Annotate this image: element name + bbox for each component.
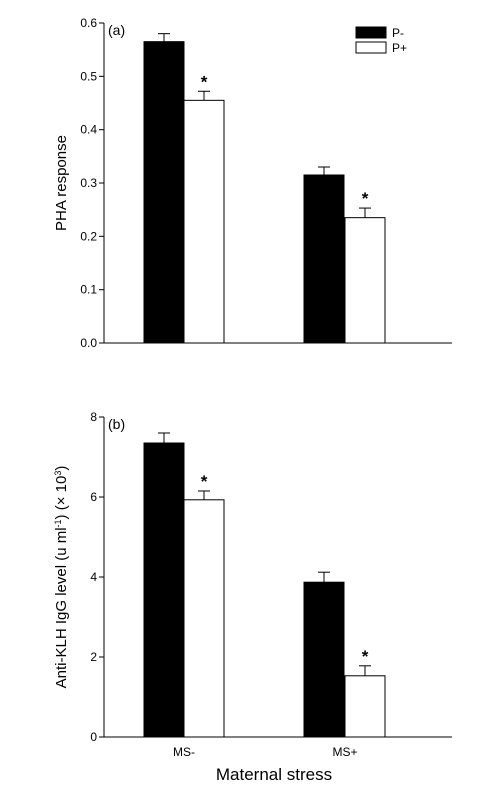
y-tick-label: 4	[90, 570, 97, 584]
y-tick-label: 6	[90, 490, 97, 504]
bar-P+-MS-	[183, 99, 225, 344]
legend-label: P+	[392, 41, 407, 55]
bar-P--MS-	[143, 41, 185, 344]
y-tick-label: 0.2	[80, 229, 97, 243]
x-axis-title: Maternal stress	[216, 765, 332, 784]
panel-a: 0.0 0.1 0.2 0.3 0.4 0.5 0.6 PHA response (a) * * P-…	[53, 16, 452, 350]
significance-star: *	[362, 189, 369, 208]
panel-label: (a)	[108, 22, 125, 38]
y-tick-label: 0.0	[80, 336, 97, 350]
legend-label: P-	[392, 26, 404, 40]
bar-P--MS+	[303, 174, 345, 344]
y-tick-label: 0.5	[80, 69, 97, 83]
legend-swatch-P-	[355, 26, 387, 39]
bar-P+-MS+	[344, 675, 386, 738]
y-tick-label: 2	[90, 650, 97, 664]
y-axis-title: PHA response	[53, 135, 70, 231]
bar-P--MS-	[143, 442, 185, 738]
panel-label: (b)	[108, 416, 125, 432]
y-axis-title-part: Anti-KLH IgG level (u ml	[53, 527, 70, 688]
x-tick-label: MS-	[173, 745, 195, 759]
significance-star: *	[362, 647, 369, 666]
y-axis-title-part: 3	[53, 471, 63, 476]
bar-P--MS+	[303, 581, 345, 738]
y-axis-title-part: )	[53, 466, 70, 471]
bar-P+-MS-	[183, 499, 225, 738]
y-tick-label: 0	[90, 730, 97, 744]
y-axis-title-part: -1	[53, 519, 63, 527]
panel-b: 0 2 4 6 8 Anti-KLH IgG level (u ml-1) (× 103)…	[53, 410, 452, 759]
bar-P+-MS+	[344, 217, 386, 344]
y-tick-label: 0.6	[80, 16, 97, 30]
y-tick-label: 8	[90, 410, 97, 424]
y-tick-label: 0.1	[80, 283, 97, 297]
y-axis-title-part: ) (× 10	[53, 476, 70, 520]
y-tick-label: 0.3	[80, 176, 97, 190]
legend-swatch-P+	[355, 41, 387, 54]
x-tick-label: MS+	[332, 745, 357, 759]
significance-star: *	[201, 72, 208, 91]
significance-star: *	[201, 472, 208, 491]
y-tick-label: 0.4	[80, 123, 97, 137]
y-axis-title: Anti-KLH IgG level (u ml-1) (× 103)	[53, 466, 70, 689]
